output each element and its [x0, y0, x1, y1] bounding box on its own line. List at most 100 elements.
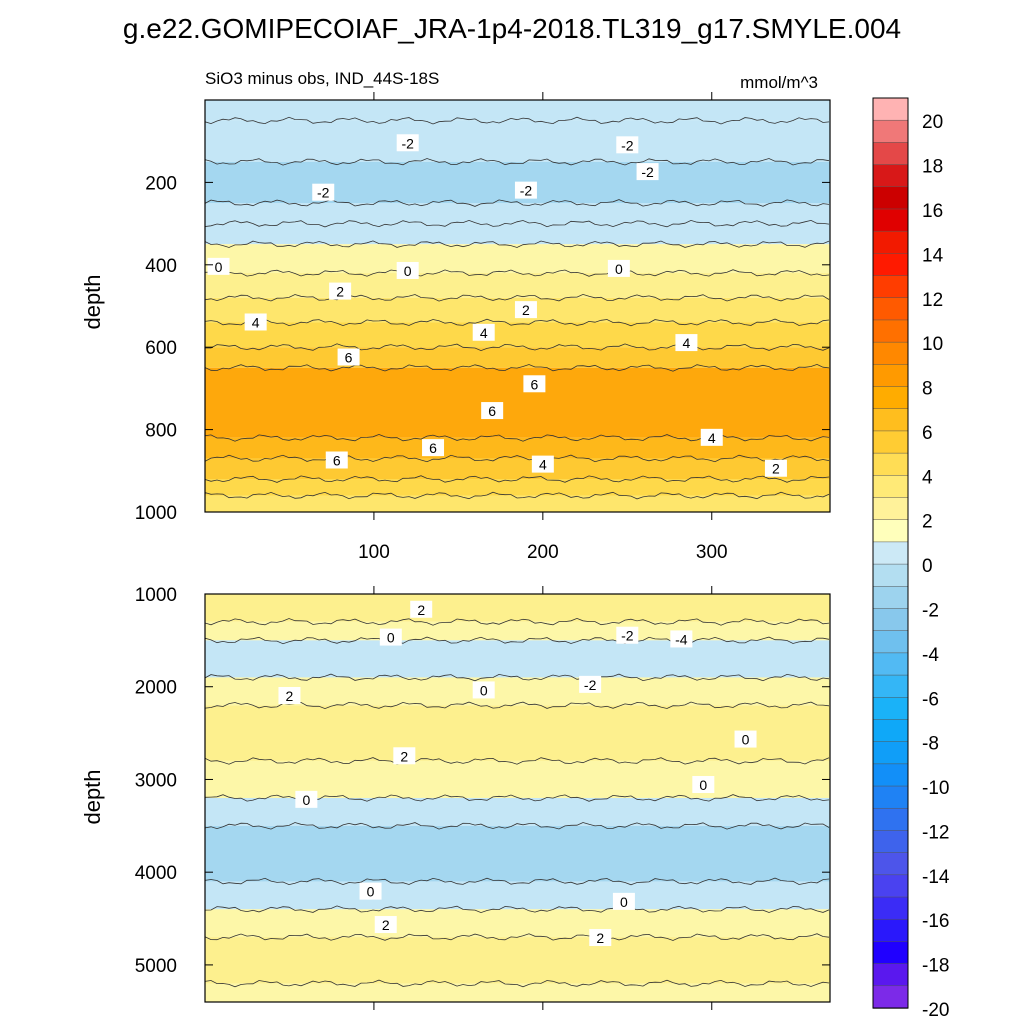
- contour-band: [205, 203, 830, 224]
- contour-band: [205, 495, 830, 512]
- contour-line: [204, 363, 830, 372]
- colorbar-swatch: [872, 896, 909, 920]
- contour-label: 4: [683, 335, 691, 351]
- colorbar-label: 16: [922, 201, 943, 222]
- x-tick-label: 300: [696, 542, 728, 563]
- colorbar-swatch: [872, 230, 909, 255]
- contour-label: 2: [286, 688, 294, 704]
- contour-label-box: [579, 675, 602, 693]
- contour-label-box: [670, 630, 693, 648]
- contour-label: 2: [336, 284, 344, 300]
- contour-label-box: [396, 261, 419, 279]
- contour-label: -2: [401, 135, 414, 151]
- colorbar-swatch: [872, 297, 909, 321]
- contour-label-box: [393, 747, 416, 765]
- contour-band: [205, 437, 830, 459]
- contour-label: 2: [596, 930, 604, 946]
- contour-label-box: [589, 929, 612, 947]
- colorbar-swatch: [872, 519, 909, 543]
- contour-label: 4: [480, 325, 488, 341]
- contour-band: [205, 322, 830, 348]
- contour-band: [205, 937, 830, 984]
- bottom-y-axis-label: depth: [80, 769, 105, 824]
- y-tick-label: 600: [145, 338, 177, 359]
- contour-label-box: [244, 313, 267, 331]
- colorbar-swatch: [872, 319, 909, 343]
- contour-label-box: [514, 301, 537, 319]
- colorbar-swatch: [872, 763, 909, 787]
- contour-label-box: [616, 626, 639, 644]
- contour-label-box: [734, 730, 757, 748]
- top-panel: SiO3 minus obs, IND_44S-18S mmol/m^3 -2-…: [80, 69, 831, 563]
- colorbar-label: -2: [922, 600, 939, 621]
- contour-line: [204, 905, 830, 914]
- colorbar-swatch: [872, 475, 909, 499]
- y-tick-label: 4000: [135, 863, 177, 884]
- contour-label-box: [278, 687, 301, 704]
- contour-line: [204, 116, 830, 125]
- colorbar-swatch: [872, 941, 909, 965]
- colorbar-label: 4: [922, 467, 933, 488]
- contour-line: [204, 343, 830, 352]
- colorbar-swatch: [872, 918, 909, 943]
- contour-label: 0: [367, 884, 375, 900]
- contour-line: [204, 877, 830, 886]
- colorbar-swatch: [872, 719, 909, 743]
- contour-label: 0: [742, 732, 750, 748]
- contour-band: [205, 347, 830, 368]
- plot-frame: [204, 593, 831, 1003]
- contour-label-box: [692, 776, 715, 794]
- contour-label: 4: [708, 430, 716, 446]
- colorbar-swatch: [872, 697, 909, 721]
- contour-band: [205, 367, 830, 438]
- contour-label: 0: [699, 777, 707, 793]
- colorbar-swatch: [872, 253, 909, 277]
- contour-label: 0: [404, 263, 412, 279]
- colorbar-swatch: [872, 630, 909, 654]
- colorbar-swatch: [872, 208, 909, 232]
- y-tick-label: 800: [145, 421, 177, 442]
- contour-label-box: [295, 790, 318, 808]
- contour-label-box: [410, 600, 433, 618]
- contour-label-box: [612, 892, 635, 910]
- colorbar-swatch: [872, 563, 909, 588]
- contour-label: -2: [317, 185, 330, 201]
- contour-line: [204, 617, 830, 626]
- y-tick-label: 3000: [135, 770, 177, 791]
- contour-label: 2: [522, 302, 530, 318]
- contour-label-box: [472, 323, 495, 341]
- contour-label-box: [422, 439, 445, 457]
- colorbar-label: 14: [922, 245, 944, 266]
- y-tick-label: 1000: [135, 503, 177, 524]
- contour-label-box: [374, 916, 397, 934]
- contour-line: [204, 240, 830, 248]
- contour-label: 6: [345, 350, 353, 366]
- y-tick-label: 2000: [135, 678, 177, 699]
- contour-label-box: [396, 134, 419, 152]
- contour-label: 6: [333, 453, 341, 469]
- contour-label-box: [207, 257, 230, 275]
- colorbar-label: -20: [922, 1000, 949, 1021]
- colorbar-swatch: [872, 874, 909, 898]
- contour-line: [204, 454, 830, 463]
- contour-line: [204, 673, 830, 682]
- contour-line: [204, 933, 830, 941]
- colorbar-swatch: [872, 985, 909, 1009]
- contour-line: [204, 822, 830, 830]
- contour-label: 0: [215, 259, 223, 275]
- contour-band: [205, 223, 830, 245]
- contour-band: [205, 100, 830, 121]
- contour-label: 0: [480, 682, 488, 698]
- contour-band: [205, 825, 830, 882]
- contour-label: 2: [382, 917, 390, 933]
- contour-band: [205, 244, 830, 274]
- contour-label: 0: [615, 261, 623, 277]
- colorbar-label: -16: [922, 911, 949, 932]
- contour-label: 6: [429, 440, 437, 456]
- colorbar-label: -10: [922, 778, 949, 799]
- contour-band: [205, 120, 830, 162]
- contour-label-box: [337, 348, 360, 366]
- colorbar-label: 20: [922, 112, 943, 133]
- contour-label-box: [616, 136, 639, 154]
